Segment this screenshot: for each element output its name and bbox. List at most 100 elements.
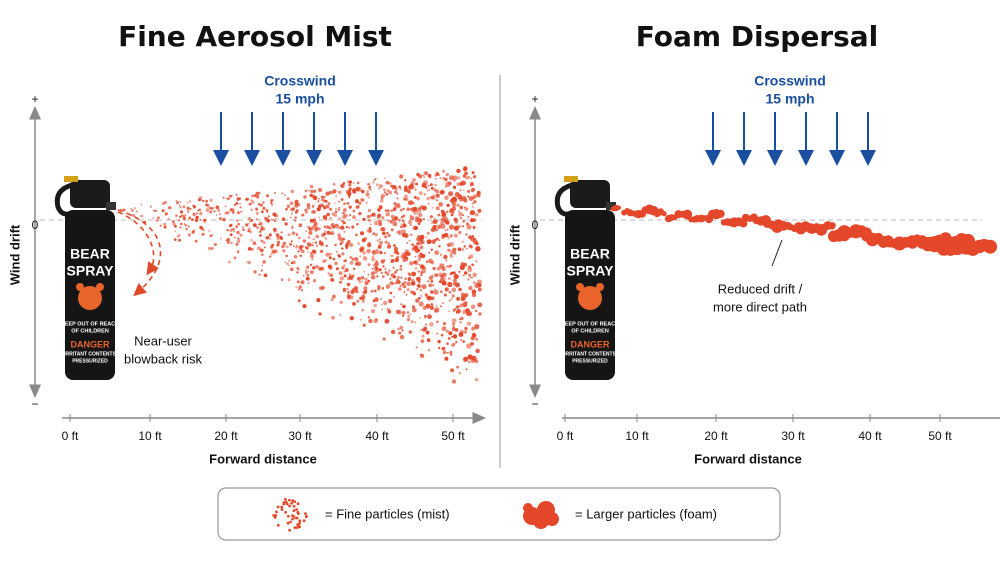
legend-mist-icon (286, 514, 290, 518)
mist-particle (469, 312, 472, 315)
mist-particle (311, 244, 314, 247)
mist-particle (324, 195, 326, 198)
mist-particle (140, 203, 143, 206)
mist-particle (409, 208, 412, 211)
mist-particle (382, 337, 386, 341)
mist-particle (371, 213, 374, 216)
mist-particle (473, 200, 477, 204)
mist-particle (348, 195, 351, 199)
mist-particle (463, 189, 465, 192)
mist-particle (470, 236, 476, 242)
mist-particle (384, 209, 387, 212)
mist-particle (312, 266, 316, 270)
mist-particle (327, 202, 331, 206)
mist-particle (346, 201, 350, 205)
mist-particle (310, 263, 313, 266)
mist-particle (441, 326, 447, 332)
mist-particle (414, 267, 418, 270)
legend-mist-icon (296, 510, 300, 514)
mist-particle (454, 282, 460, 288)
mist-particle (351, 227, 354, 230)
mist-particle (334, 261, 338, 266)
mist-particle (394, 250, 399, 254)
mist-particle (348, 205, 352, 209)
mist-particle (434, 238, 437, 242)
mist-particle (384, 318, 390, 324)
mist-particle (419, 288, 422, 292)
mist-particle (332, 192, 335, 195)
mist-particle (284, 194, 286, 197)
mist-particle (296, 266, 299, 270)
mist-particle (444, 287, 449, 292)
legend-mist-icon (302, 519, 306, 523)
mist-particle (389, 281, 394, 286)
mist-particle (294, 200, 297, 203)
mist-particle (361, 308, 365, 312)
mist-particle (425, 187, 428, 190)
mist-particle (385, 212, 390, 217)
mist-particle (396, 192, 399, 195)
mist-particle (262, 201, 265, 204)
mist-particle (176, 235, 179, 238)
mist-particle (470, 188, 475, 193)
mist-particle (269, 237, 272, 240)
mist-particle (352, 188, 357, 193)
mist-particle (362, 256, 368, 261)
mist-particle (187, 225, 190, 228)
mist-particle (441, 233, 446, 238)
mist-particle (442, 272, 445, 275)
mist-particle (338, 271, 343, 275)
mist-particle (195, 215, 199, 219)
mist-particle (273, 230, 277, 233)
mist-particle (255, 191, 260, 196)
can-label: BEAR (570, 246, 610, 262)
mist-particle (373, 263, 378, 268)
legend-mist-icon (280, 508, 284, 511)
mist-particle (334, 243, 337, 247)
mist-particle (311, 242, 314, 244)
mist-particle (375, 260, 378, 263)
mist-particle (294, 210, 298, 214)
mist-particle (172, 220, 175, 223)
mist-particle (462, 220, 465, 223)
can-cap (70, 180, 110, 208)
mist-particle (199, 218, 202, 221)
mist-particle (341, 266, 345, 270)
mist-particle (288, 264, 290, 267)
mist-particle (385, 192, 389, 196)
mist-particle (443, 293, 447, 297)
x-tick-label: 40 ft (365, 429, 389, 443)
mist-particle (470, 210, 473, 213)
mist-particle (453, 251, 457, 255)
mist-particle (472, 206, 474, 208)
can-label: PRESSURIZED (572, 358, 608, 364)
mist-particle (208, 229, 211, 232)
mist-particle (178, 238, 182, 242)
mist-particle (360, 189, 365, 194)
mist-particle (381, 227, 386, 232)
mist-particle (337, 233, 341, 238)
mist-particle (447, 248, 451, 252)
mist-particle (174, 238, 177, 241)
mist-particle (372, 255, 374, 258)
mist-particle (280, 237, 283, 240)
mist-particle (475, 337, 479, 341)
mist-particle (393, 202, 397, 205)
mist-particle (227, 229, 229, 232)
mist-particle (305, 276, 310, 281)
mist-particle (341, 241, 345, 244)
crosswind-label: 15 mph (275, 91, 324, 107)
mist-particle (344, 259, 347, 262)
mist-particle (161, 209, 165, 213)
mist-particle (461, 240, 464, 243)
mist-particle (340, 183, 345, 189)
mist-particle (195, 212, 198, 215)
mist-particle (415, 346, 418, 349)
mist-particle (450, 368, 455, 373)
mist-particle (402, 304, 406, 309)
mist-particle (470, 304, 476, 310)
mist-particle (380, 251, 383, 255)
mist-particle (187, 233, 191, 237)
mist-particle (398, 185, 401, 189)
mist-particle (284, 261, 287, 263)
